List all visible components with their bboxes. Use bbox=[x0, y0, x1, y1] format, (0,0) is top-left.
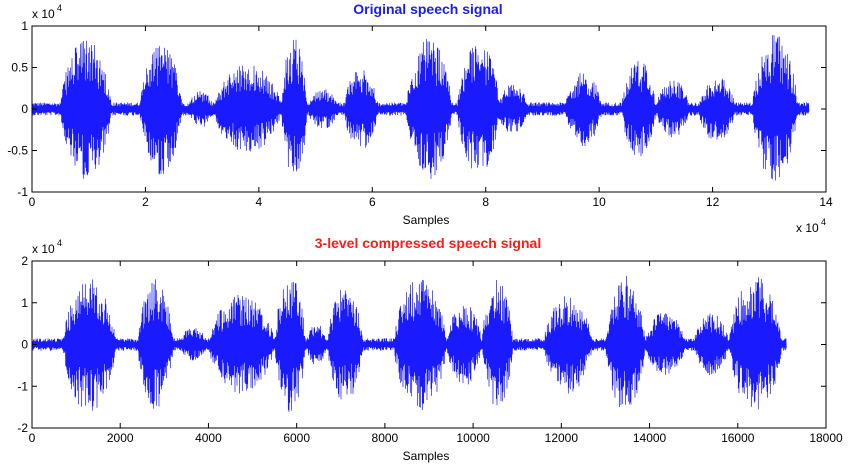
x-tick-label: 14 bbox=[819, 195, 833, 209]
x-tick-label: 0 bbox=[29, 431, 36, 445]
y-scale-exponent: 4 bbox=[57, 238, 62, 248]
x-tick-label: 10 bbox=[592, 195, 606, 209]
y-scale-label: x 10 bbox=[32, 242, 55, 256]
x-tick-label: 6000 bbox=[283, 431, 310, 445]
x-tick-label: 8 bbox=[482, 195, 489, 209]
y-tick-label: -1 bbox=[17, 379, 28, 393]
y-tick-label: -2 bbox=[17, 421, 28, 435]
x-tick-label: 14000 bbox=[633, 431, 667, 445]
x-tick-label: 4000 bbox=[195, 431, 222, 445]
x-axis-label: Samples bbox=[403, 449, 450, 463]
y-tick-label: 2 bbox=[21, 254, 28, 268]
original-signal-plot: Original speech signal x 10 4 Samples x … bbox=[7, 1, 833, 235]
y-scale-exponent: 4 bbox=[57, 3, 62, 13]
x-scale-label: x 10 bbox=[796, 221, 819, 235]
y-scale-label: x 10 bbox=[32, 7, 55, 21]
x-tick-label: 16000 bbox=[721, 431, 755, 445]
x-tick-label: 4 bbox=[256, 195, 263, 209]
x-tick-label: 0 bbox=[29, 195, 36, 209]
x-tick-label: 2000 bbox=[107, 431, 134, 445]
y-tick-label: 0 bbox=[21, 338, 28, 352]
y-tick-label: 1 bbox=[21, 19, 28, 33]
compressed-signal-plot: 3-level compressed speech signal x 10 4 … bbox=[17, 235, 843, 463]
x-scale-exponent: 4 bbox=[821, 217, 826, 227]
y-tick-label: -1 bbox=[17, 185, 28, 199]
chart-title: 3-level compressed speech signal bbox=[315, 235, 541, 251]
x-tick-label: 12000 bbox=[545, 431, 579, 445]
x-axis-label: Samples bbox=[403, 213, 450, 227]
x-tick-label: 2 bbox=[142, 195, 149, 209]
x-tick-label: 12 bbox=[706, 195, 720, 209]
x-tick-label: 8000 bbox=[372, 431, 399, 445]
y-tick-label: 1 bbox=[21, 296, 28, 310]
series-line bbox=[31, 35, 810, 181]
y-tick-label: 0.5 bbox=[11, 61, 28, 75]
x-tick-label: 10000 bbox=[456, 431, 490, 445]
series-line bbox=[31, 275, 787, 413]
y-tick-label: 0 bbox=[21, 102, 28, 116]
y-tick-label: -0.5 bbox=[7, 144, 28, 158]
chart-title: Original speech signal bbox=[353, 1, 502, 17]
x-tick-label: 18000 bbox=[809, 431, 843, 445]
x-tick-label: 6 bbox=[369, 195, 376, 209]
